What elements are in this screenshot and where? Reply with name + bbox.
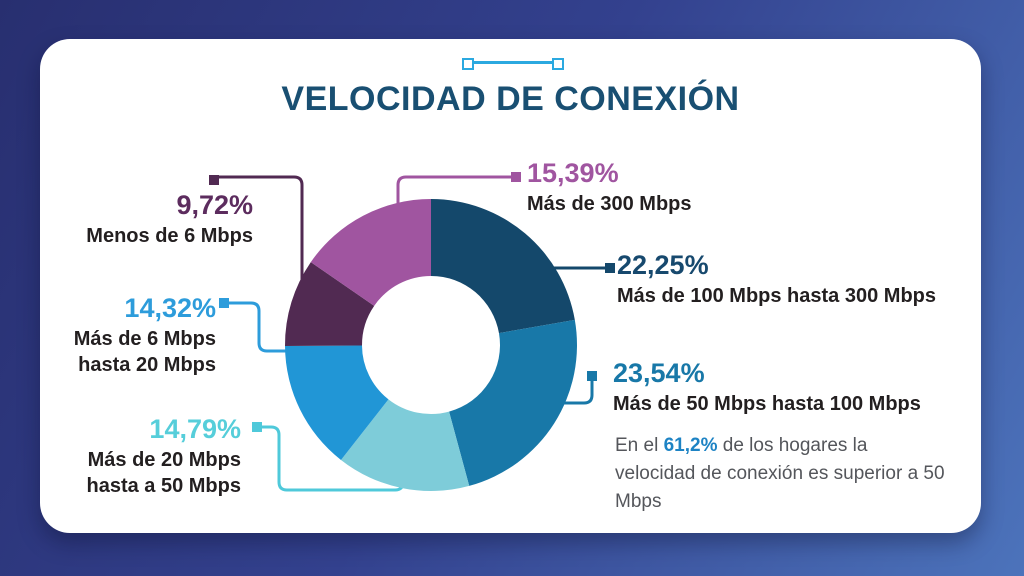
connector-line [556,381,594,405]
connector-marker-square [511,172,521,182]
callout-percentage: 15,39% [527,158,619,188]
callout-percentage: 9,72% [176,190,253,220]
decoration-square-left [462,58,474,70]
connector-line [396,175,511,212]
callout-50-100: 23,54% Más de 50 Mbps hasta 100 Mbps [613,358,921,417]
callout-label: Más de 20 Mbps hasta a 50 Mbps [86,449,241,497]
decoration-line [472,61,554,64]
donut-segments [285,199,577,491]
donut-segment-2 [340,399,470,491]
callout-label: Más de 6 Mbps hasta 20 Mbps [73,328,216,376]
callout-label: Menos de 6 Mbps [86,225,253,247]
summary-note: En el 61,2% de los hogares la velocidad … [615,432,945,516]
callout-percentage: 22,25% [617,250,709,280]
note-suffix: de los hogares la velocidad de conexión … [615,435,945,512]
donut-segment-5 [310,199,431,306]
callout-label: Más de 100 Mbps hasta 300 Mbps [617,285,937,307]
connector-line [219,175,304,290]
callout-menos-6: 9,72% Menos de 6 Mbps [86,190,253,249]
note-highlight: 61,2% [663,435,718,456]
donut-segment-4 [285,262,375,346]
callout-6-20: 14,32% Más de 6 Mbps hasta 20 Mbps [74,293,216,378]
callout-20-50: 14,79% Más de 20 Mbps hasta a 50 Mbps [86,414,241,499]
connector-line [229,301,321,353]
connector-marker-square [252,422,262,432]
connector-marker-square [605,263,615,273]
callout-100-300: 22,25% Más de 100 Mbps hasta 300 Mbps [617,250,936,309]
connector-marker-square [209,175,219,185]
donut-segment-0 [431,199,575,334]
callout-percentage: 23,54% [613,358,705,388]
connector-marker-square [587,371,597,381]
page-title: VELOCIDAD DE CONEXIÓN [281,80,740,118]
decoration-square-right [552,58,564,70]
callout-percentage: 14,32% [124,293,216,323]
callout-mas-300: 15,39% Más de 300 Mbps [527,158,692,217]
donut-segment-1 [449,319,577,486]
connector-marker-square [219,298,229,308]
callout-percentage: 14,79% [149,414,241,444]
note-prefix: En el [615,435,664,456]
donut-segment-3 [285,345,389,460]
callout-label: Más de 50 Mbps hasta 100 Mbps [613,393,921,415]
callout-label: Más de 300 Mbps [527,193,692,215]
